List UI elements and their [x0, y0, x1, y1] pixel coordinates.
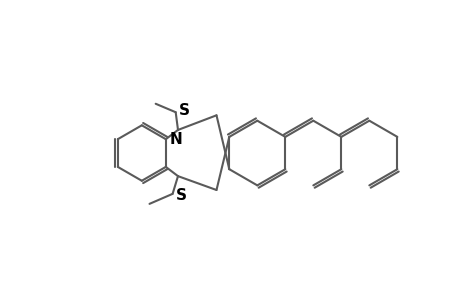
Text: S: S [179, 103, 190, 118]
Text: N: N [169, 132, 182, 147]
Text: S: S [175, 188, 186, 203]
